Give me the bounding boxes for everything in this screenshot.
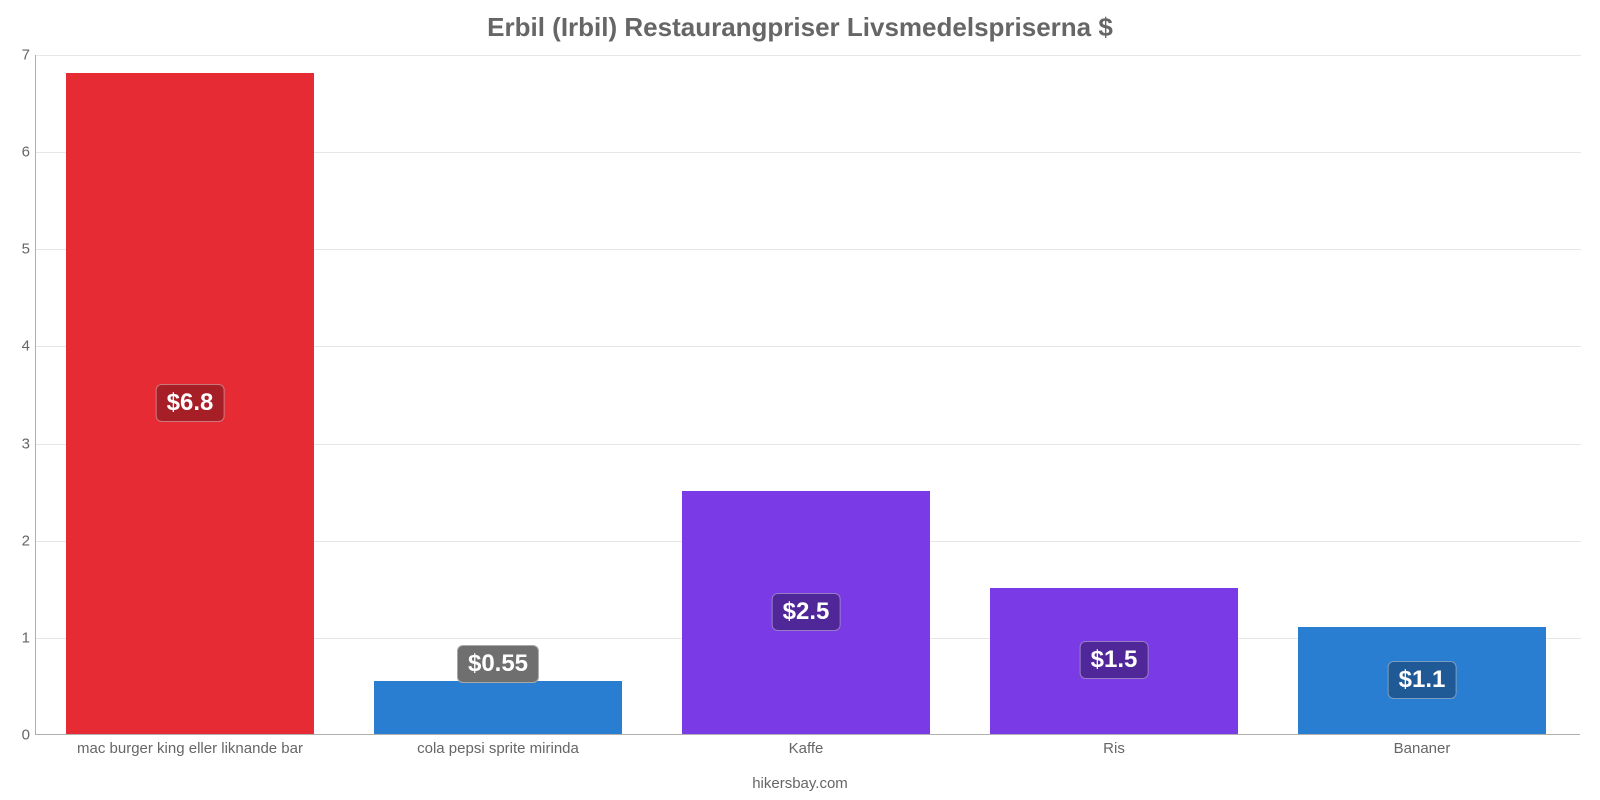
y-tick-label: 1 [22, 629, 30, 646]
x-label: cola pepsi sprite mirinda [417, 740, 579, 757]
x-label: Kaffe [789, 740, 824, 757]
credit-text: hikersbay.com [752, 775, 848, 792]
y-tick-label: 6 [22, 144, 30, 161]
bar: $1.5 [990, 588, 1238, 734]
y-tick-label: 3 [22, 435, 30, 452]
chart-title: Erbil (Irbil) Restaurangpriser Livsmedel… [0, 0, 1600, 43]
x-label: Bananer [1394, 740, 1451, 757]
bar-value-label: $0.55 [457, 645, 539, 683]
plot-area: 01234567 $6.8$0.55$2.5$1.5$1.1 mac burge… [35, 55, 1580, 735]
y-tick-label: 0 [22, 727, 30, 744]
bar-value-label: $2.5 [772, 593, 841, 631]
x-label: mac burger king eller liknande bar [77, 740, 303, 757]
x-label: Ris [1103, 740, 1125, 757]
bar: $6.8 [66, 73, 314, 734]
y-tick-label: 2 [22, 532, 30, 549]
y-tick-label: 5 [22, 241, 30, 258]
bar-value-label: $6.8 [156, 384, 225, 422]
bar: $1.1 [1298, 627, 1546, 734]
bars-container: $6.8 $0.55 $2.5 $1.5 $1.1 [36, 55, 1580, 734]
bar: $0.55 [374, 681, 622, 734]
y-tick-label: 4 [22, 338, 30, 355]
bar-value-label: $1.5 [1080, 641, 1149, 679]
chart-wrap: 01234567 $6.8$0.55$2.5$1.5$1.1 mac burge… [35, 55, 1580, 735]
y-tick-label: 7 [22, 47, 30, 64]
bar-value-label: $1.1 [1388, 661, 1457, 699]
bar: $2.5 [682, 491, 930, 734]
